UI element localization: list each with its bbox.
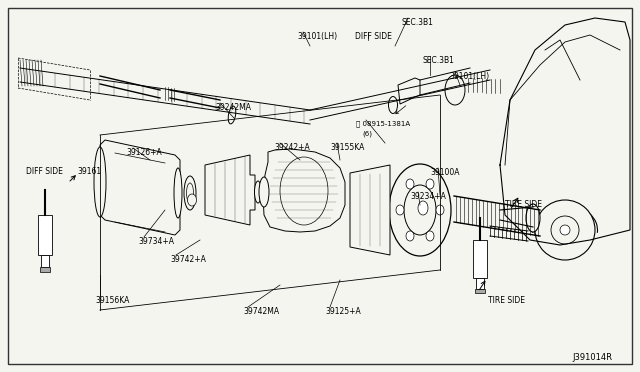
Polygon shape	[398, 78, 420, 104]
Ellipse shape	[436, 205, 444, 215]
Text: TIRE SIDE: TIRE SIDE	[505, 200, 542, 209]
Ellipse shape	[186, 183, 193, 203]
Ellipse shape	[259, 177, 269, 207]
Ellipse shape	[94, 147, 106, 217]
Ellipse shape	[406, 231, 414, 241]
Circle shape	[560, 225, 570, 235]
Ellipse shape	[418, 201, 428, 215]
Text: 39155KA: 39155KA	[330, 143, 364, 152]
Text: SEC.3B1: SEC.3B1	[402, 18, 434, 27]
Text: 39161: 39161	[77, 167, 101, 176]
Ellipse shape	[184, 176, 196, 210]
Circle shape	[551, 216, 579, 244]
Text: 39126+A: 39126+A	[126, 148, 162, 157]
Ellipse shape	[280, 157, 328, 225]
Text: 39742MA: 39742MA	[243, 307, 279, 316]
Text: SEC.3B1: SEC.3B1	[423, 56, 455, 65]
Text: 39234+A: 39234+A	[410, 192, 446, 201]
Text: 39100A: 39100A	[430, 168, 460, 177]
Ellipse shape	[426, 231, 434, 241]
Ellipse shape	[188, 194, 196, 206]
Text: 39101(LH): 39101(LH)	[297, 32, 337, 41]
Ellipse shape	[255, 181, 262, 203]
Text: 39125+A: 39125+A	[325, 307, 361, 316]
Ellipse shape	[228, 106, 236, 124]
Polygon shape	[205, 155, 255, 225]
Text: TIRE SIDE: TIRE SIDE	[488, 296, 525, 305]
Circle shape	[535, 200, 595, 260]
Ellipse shape	[404, 185, 436, 235]
Text: 39242+A: 39242+A	[274, 143, 310, 152]
Text: DIFF SIDE: DIFF SIDE	[355, 32, 392, 41]
Text: ⒩ 08915-1381A: ⒩ 08915-1381A	[356, 120, 410, 126]
Polygon shape	[100, 140, 180, 235]
Bar	[475, 289, 485, 293]
Text: J391014R: J391014R	[572, 353, 612, 362]
Ellipse shape	[174, 168, 182, 218]
Ellipse shape	[426, 179, 434, 189]
Polygon shape	[263, 149, 345, 232]
Ellipse shape	[389, 164, 451, 256]
Ellipse shape	[445, 75, 465, 105]
Text: 39101(LH): 39101(LH)	[449, 72, 489, 81]
Polygon shape	[350, 165, 390, 255]
Ellipse shape	[396, 205, 404, 215]
Text: DIFF SIDE: DIFF SIDE	[26, 167, 63, 176]
Text: 39242MA: 39242MA	[215, 103, 251, 112]
Bar	[38, 215, 52, 255]
Bar	[41, 255, 49, 267]
Text: 39742+A: 39742+A	[170, 255, 206, 264]
Text: 39156KA: 39156KA	[95, 296, 129, 305]
Ellipse shape	[526, 204, 540, 232]
Text: 39734+A: 39734+A	[138, 237, 174, 246]
Ellipse shape	[388, 96, 397, 113]
Bar	[40, 267, 50, 272]
Bar	[473, 240, 487, 278]
Text: (6): (6)	[362, 130, 372, 137]
Ellipse shape	[406, 179, 414, 189]
Bar	[476, 278, 484, 289]
